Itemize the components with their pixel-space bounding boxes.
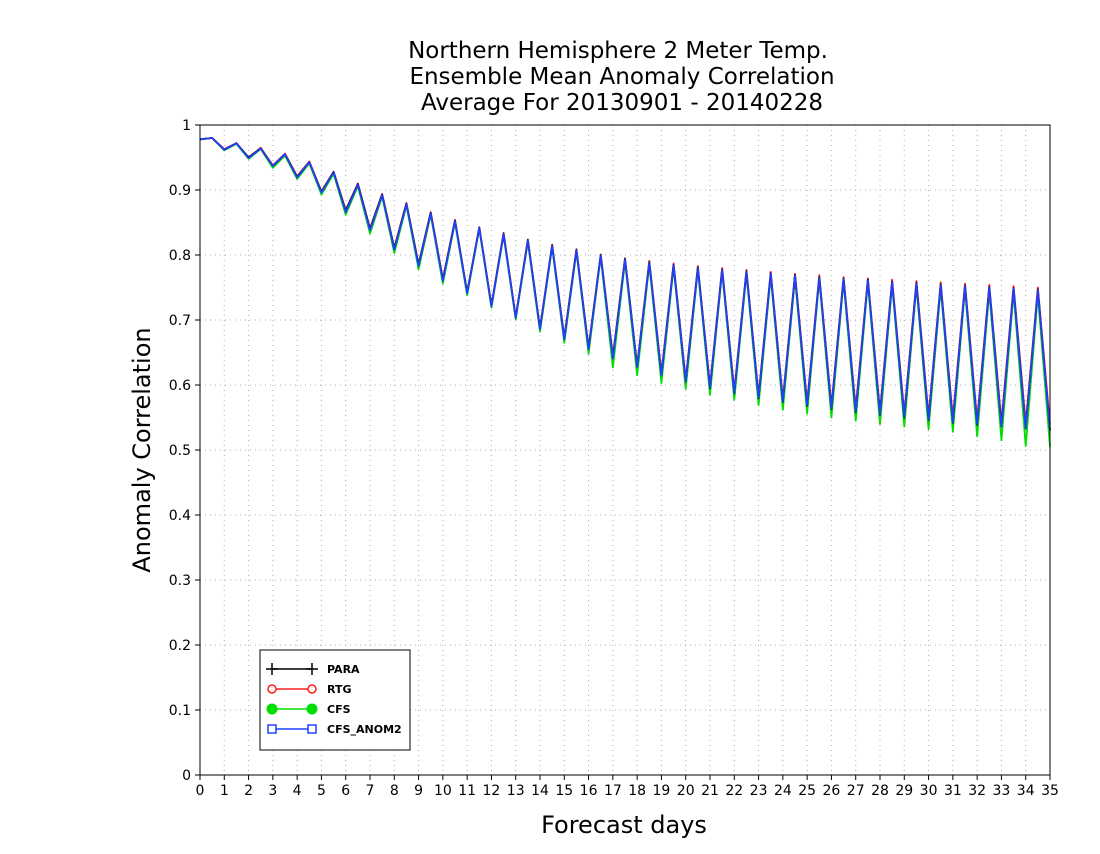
legend-box (259, 649, 411, 751)
y-tick-label: 0.4 (169, 508, 191, 524)
x-tick-label: 19 (653, 783, 671, 799)
grid-layer (200, 125, 1050, 775)
legend-marker-para (306, 663, 318, 675)
y-axis-label: Anomaly Correlation (128, 327, 156, 572)
x-tick-label: 11 (458, 783, 476, 799)
x-tick-label: 28 (871, 783, 889, 799)
y-tick-label: 0 (182, 768, 191, 784)
x-tick-label: 12 (483, 783, 501, 799)
series-line-cfs-anom2 (199, 137, 1051, 431)
x-tick-label: 0 (196, 783, 205, 799)
chart-title-line-3: Average For 20130901 - 20140228 (421, 90, 823, 116)
legend: PARA RTG CFS CFS_ANOM2 (259, 649, 411, 751)
series-layer (199, 137, 1051, 448)
x-tick-label: 14 (531, 783, 549, 799)
series-line-cfs (199, 137, 1051, 448)
legend-marker-cfs (266, 703, 278, 715)
x-tick-label: 15 (555, 783, 573, 799)
x-tick-label: 34 (1017, 783, 1035, 799)
x-tick-label: 3 (268, 783, 277, 799)
y-tick-label: 0.7 (169, 313, 191, 329)
y-tick-label: 0.2 (169, 638, 191, 654)
x-tick-label: 1 (220, 783, 229, 799)
x-tick-label: 7 (366, 783, 375, 799)
x-tick-label: 26 (823, 783, 841, 799)
legend-marker-rtg (267, 684, 277, 694)
tick-layer: 0 1 2 3 4 5 6 7 8 9 10 11 12 13 14 15 16 17 18 19 20 21 22 23 24… (169, 118, 1059, 799)
x-axis-label: Forecast days (541, 811, 707, 839)
x-tick-label: 20 (677, 783, 695, 799)
legend-label-cfs: CFS (327, 703, 351, 716)
legend-marker-rtg (307, 684, 317, 694)
y-tick-label: 0.9 (169, 183, 191, 199)
x-tick-label: 22 (725, 783, 743, 799)
chart-title-line-1: Northern Hemisphere 2 Meter Temp. (408, 38, 828, 64)
x-tick-label: 16 (580, 783, 598, 799)
x-tick-label: 24 (774, 783, 792, 799)
legend-marker-cfs (306, 703, 318, 715)
x-tick-label: 27 (847, 783, 865, 799)
x-tick-label: 35 (1041, 783, 1059, 799)
x-tick-label: 31 (944, 783, 962, 799)
x-tick-label: 18 (628, 783, 646, 799)
legend-label-rtg: RTG (327, 683, 352, 696)
legend-marker-cfs-anom2 (307, 724, 317, 734)
legend-marker-cfs-anom2 (267, 724, 277, 734)
x-tick-label: 23 (750, 783, 768, 799)
x-tick-label: 29 (895, 783, 913, 799)
x-tick-label: 33 (993, 783, 1011, 799)
x-tick-label: 17 (604, 783, 622, 799)
y-tick-label: 0.1 (169, 703, 191, 719)
x-tick-label: 4 (293, 783, 302, 799)
legend-label-para: PARA (327, 663, 360, 676)
x-tick-label: 25 (798, 783, 816, 799)
x-tick-label: 2 (244, 783, 253, 799)
y-tick-label: 1 (182, 118, 191, 134)
x-tick-label: 5 (317, 783, 326, 799)
x-tick-label: 8 (390, 783, 399, 799)
legend-label-cfs-anom2: CFS_ANOM2 (327, 723, 402, 736)
y-tick-label: 0.5 (169, 443, 191, 459)
legend-marker-para (266, 663, 278, 675)
x-tick-label: 30 (920, 783, 938, 799)
x-tick-label: 13 (507, 783, 525, 799)
x-tick-label: 21 (701, 783, 719, 799)
y-tick-label: 0.8 (169, 248, 191, 264)
x-tick-label: 9 (414, 783, 423, 799)
y-tick-label: 0.3 (169, 573, 191, 589)
x-tick-label: 32 (968, 783, 986, 799)
x-tick-label: 6 (341, 783, 350, 799)
x-tick-label: 10 (434, 783, 452, 799)
y-tick-label: 0.6 (169, 378, 191, 394)
chart-title-line-2: Ensemble Mean Anomaly Correlation (409, 64, 834, 90)
